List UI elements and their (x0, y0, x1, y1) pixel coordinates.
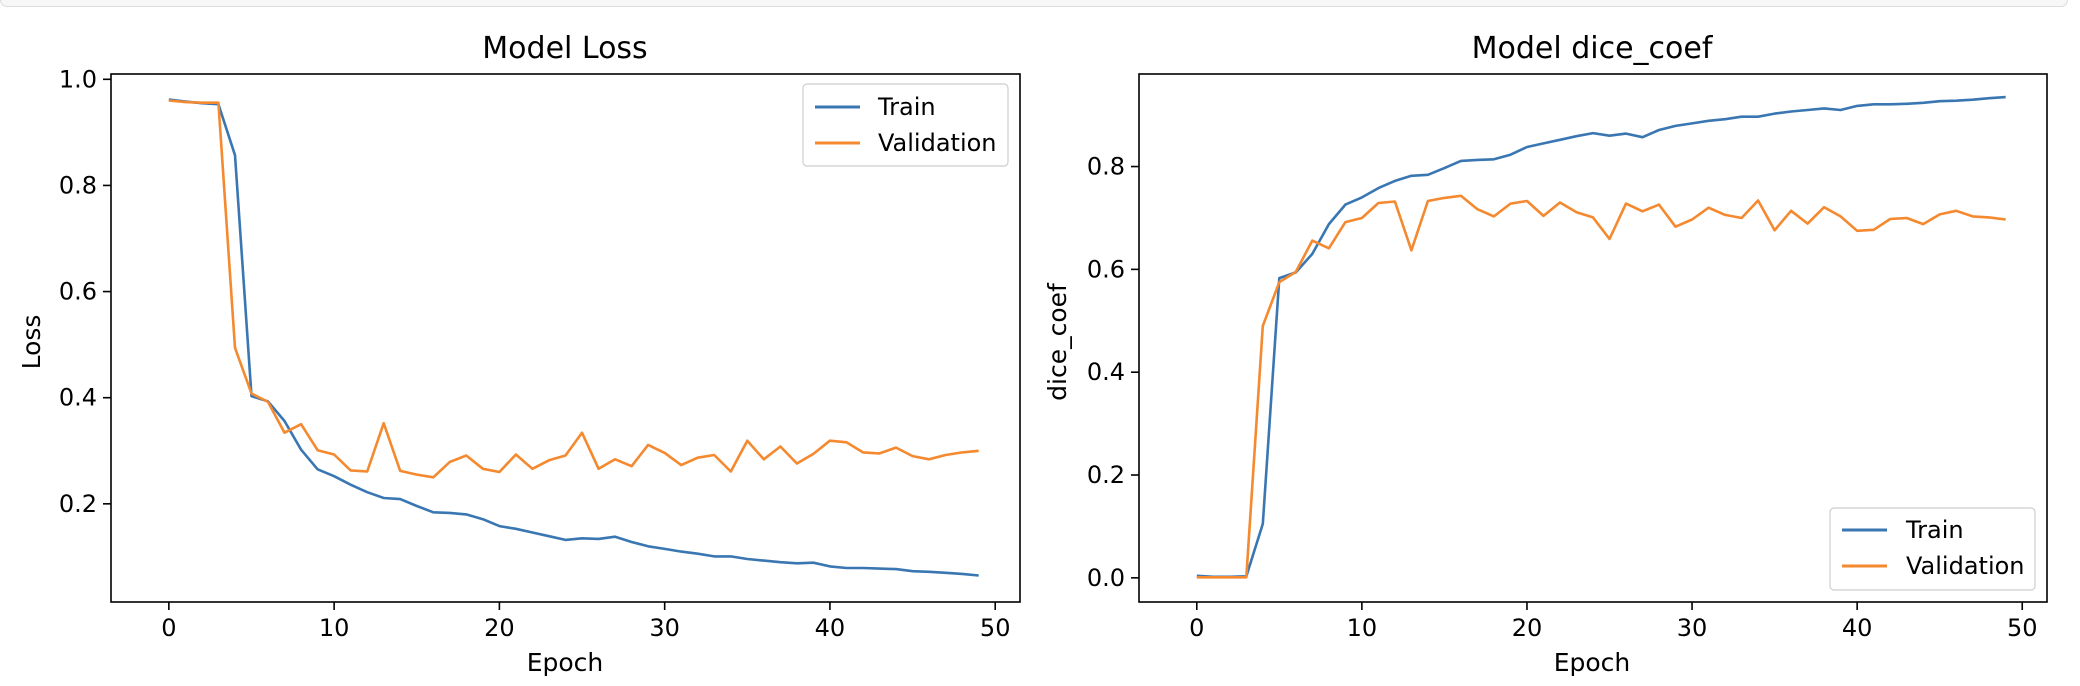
dice-coef-chart: Model dice_coef 0 10 20 30 40 50 0.0 0.2 0.4 0.6… (1043, 31, 2048, 677)
y-axis-label: dice_coef (1043, 282, 1072, 401)
legend-label-validation: Validation (878, 129, 997, 157)
x-axis-label: Epoch (527, 648, 604, 677)
y-axis: 0.2 0.4 0.6 0.8 1.0 (59, 65, 111, 518)
legend: Train Validation (802, 83, 1009, 167)
x-tick-label: 40 (1842, 614, 1873, 642)
x-tick-label: 10 (1347, 614, 1378, 642)
y-tick-label: 0.4 (1087, 358, 1125, 386)
x-tick-label: 50 (980, 614, 1011, 642)
y-tick-label: 0.6 (1087, 255, 1125, 283)
y-tick-label: 0.4 (59, 384, 97, 412)
legend-label-validation: Validation (1906, 552, 2025, 580)
series-line-validation (168, 99, 979, 479)
y-tick-label: 1.0 (59, 65, 97, 93)
x-axis-label: Epoch (1554, 648, 1631, 677)
y-tick-label: 0.6 (59, 278, 97, 306)
x-tick-label: 20 (1512, 614, 1543, 642)
y-tick-label: 0.8 (1087, 153, 1125, 181)
y-axis-label: Loss (17, 315, 46, 370)
loss-chart: Model Loss 0 10 20 30 40 50 0.2 0.4 0.6 0.8 1.0 E… (17, 31, 1021, 677)
x-tick-label: 0 (1189, 614, 1204, 642)
y-tick-label: 0.2 (59, 490, 97, 518)
legend-box (802, 83, 1009, 167)
series-line-train (1196, 95, 2006, 579)
chart-title: Model Loss (482, 31, 647, 66)
x-tick-label: 30 (1677, 614, 1708, 642)
x-axis: 0 10 20 30 40 50 (161, 602, 1010, 642)
y-tick-label: 0.2 (1087, 461, 1125, 489)
series-line-train (168, 98, 979, 577)
plot-frame (1138, 73, 2048, 603)
x-tick-label: 0 (161, 614, 176, 642)
x-axis: 0 10 20 30 40 50 (1189, 602, 2038, 642)
x-tick-label: 10 (319, 614, 350, 642)
x-tick-label: 30 (649, 614, 680, 642)
x-tick-label: 40 (815, 614, 846, 642)
series-line-validation (1196, 194, 2006, 579)
series-lines (1196, 95, 2006, 579)
legend: Train Validation (1829, 507, 2036, 591)
x-tick-label: 50 (2007, 614, 2038, 642)
legend-label-train: Train (877, 93, 936, 121)
legend-label-train: Train (1905, 516, 1964, 544)
plot-frame (110, 73, 1021, 603)
x-tick-label: 20 (484, 614, 515, 642)
y-axis: 0.0 0.2 0.4 0.6 0.8 (1087, 153, 1139, 592)
chart-title: Model dice_coef (1472, 31, 1714, 66)
y-tick-label: 0.0 (1087, 564, 1125, 592)
y-tick-label: 0.8 (59, 171, 97, 199)
series-lines (168, 98, 979, 577)
